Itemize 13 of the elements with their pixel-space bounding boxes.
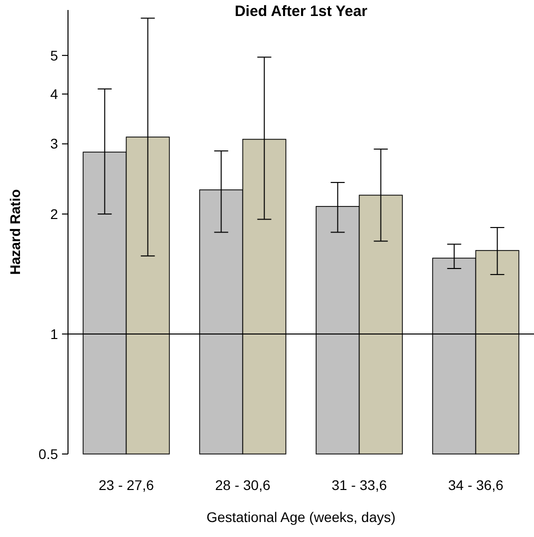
y-tick-label: 1 — [50, 326, 58, 342]
x-tick-label: 23 - 27,6 — [98, 477, 154, 493]
chart-title: Died After 1st Year — [234, 3, 368, 20]
x-axis-title: Gestational Age (weeks, days) — [206, 509, 396, 525]
y-tick-label: 2 — [50, 206, 58, 222]
y-tick-label: 3 — [50, 136, 58, 152]
y-tick-label: 5 — [50, 47, 58, 64]
y-tick-label: 4 — [50, 86, 58, 102]
x-tick-label: 28 - 30,6 — [215, 477, 271, 493]
y-axis-title: Hazard Ratio — [7, 189, 23, 275]
x-tick-label: 34 - 36,6 — [448, 477, 504, 493]
x-tick-label: 31 - 33,6 — [332, 477, 388, 493]
y-tick-label: 0.5 — [38, 446, 58, 462]
